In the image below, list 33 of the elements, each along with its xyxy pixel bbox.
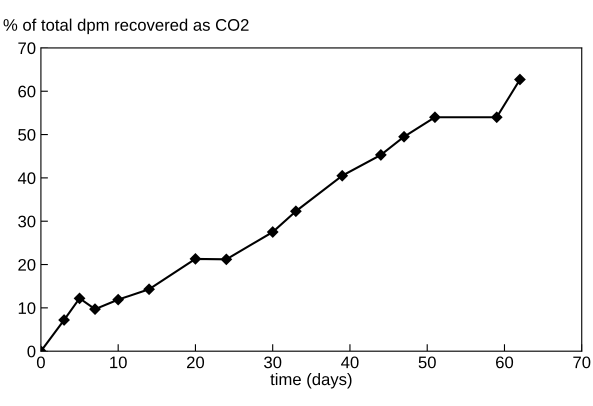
x-tick-label: 50	[418, 356, 436, 368]
x-tick-label: 70	[573, 356, 590, 368]
y-tick-label: 30	[18, 216, 36, 228]
point	[112, 294, 124, 306]
x-tick-label: 30	[264, 356, 282, 368]
y-tick-label: 20	[18, 258, 36, 271]
point	[190, 253, 202, 265]
y-tick-label: 10	[18, 302, 36, 314]
point	[220, 254, 232, 265]
point	[74, 292, 86, 304]
x-tick-label: 60	[496, 356, 514, 368]
x-tick-label: 0	[36, 356, 45, 368]
y-tick-label: 0	[27, 346, 36, 358]
point	[398, 131, 410, 142]
point	[267, 226, 278, 238]
x-tick-label: 10	[110, 356, 127, 368]
x-axis-title: time (days)	[270, 372, 352, 389]
x-tick-label: 40	[341, 356, 359, 368]
y-tick-label: 50	[18, 128, 36, 141]
y-tick-label: 40	[18, 172, 36, 184]
point	[375, 149, 386, 161]
point	[514, 74, 526, 86]
point	[491, 112, 502, 123]
point	[89, 304, 101, 315]
point	[58, 314, 70, 326]
point	[336, 170, 348, 182]
y-tick-label: 60	[18, 86, 36, 98]
point	[143, 284, 155, 295]
x-tick-label: 20	[187, 356, 204, 368]
point	[290, 206, 302, 217]
y-tick-label: 70	[18, 42, 36, 54]
chart-title: % of total dpm recovered as CO2	[4, 18, 249, 34]
point	[429, 112, 441, 123]
